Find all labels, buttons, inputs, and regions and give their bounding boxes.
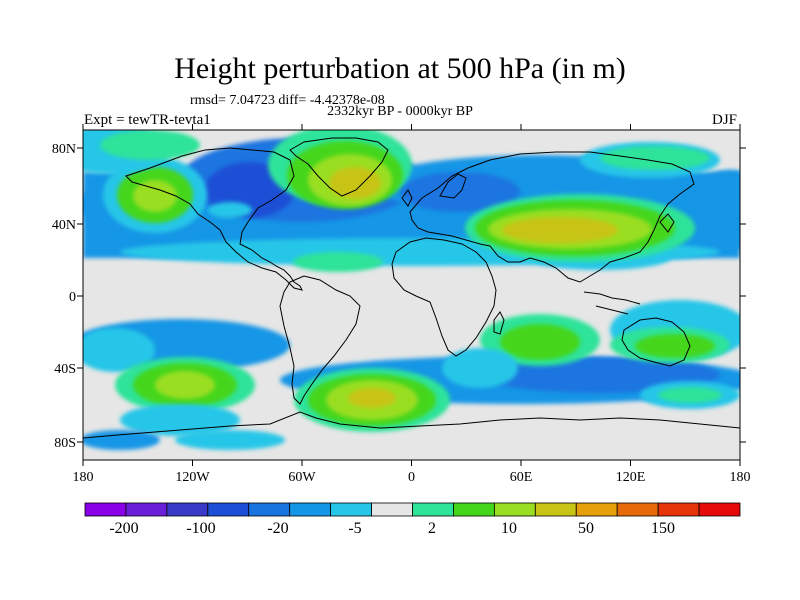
colorbar-label: 50 (578, 520, 594, 537)
coast-japan (659, 213, 675, 233)
lat-label: 40S (54, 362, 76, 377)
colorbar-swatch (207, 502, 250, 517)
colorbar-label: -100 (186, 520, 215, 537)
contour-blob (500, 324, 580, 360)
contour-blob (329, 167, 381, 199)
lon-label: 60E (510, 470, 533, 485)
contour-blob (100, 130, 200, 160)
colorbar-label: -20 (267, 520, 288, 537)
colorbar-label: 10 (501, 520, 517, 537)
colorbar-label: 150 (651, 520, 675, 537)
stats-line: rmsd= 7.04723 diff= -4.42378e-08 (190, 93, 385, 108)
colorbar-label: 2 (428, 520, 436, 537)
colorbar-swatch (330, 502, 372, 517)
lat-label: 0 (69, 290, 76, 305)
contour-blob (175, 430, 285, 450)
lon-label: 60W (288, 470, 316, 485)
colorbar-swatch (493, 502, 536, 517)
colorbar-swatch (575, 502, 618, 517)
colorbar-swatch (84, 502, 127, 517)
lon-label: 180 (73, 470, 94, 485)
axis-ticks (77, 124, 746, 466)
contour-blob (83, 328, 155, 372)
lat-label: 80N (52, 142, 76, 157)
coast-indonesia (583, 291, 641, 315)
colorbar-label: -5 (348, 520, 361, 537)
period-label: 2332kyr BP - 0000kyr BP (327, 104, 473, 119)
coast-north-america (125, 147, 303, 291)
colorbar-swatch (657, 502, 700, 517)
colorbar-swatch (698, 502, 741, 517)
coast-madagascar (493, 311, 505, 335)
contour-field (83, 130, 740, 460)
coast-europe-asia (409, 151, 695, 283)
lon-label: 0 (408, 470, 415, 485)
coast-antarctica (83, 411, 740, 439)
contour-blob (208, 202, 252, 218)
colorbar-label: -200 (109, 520, 138, 537)
contour-blob (690, 170, 740, 250)
contour-blob (133, 180, 177, 212)
coast-south-america (279, 275, 361, 405)
colorbar-swatch (616, 502, 659, 517)
chart-title: Height perturbation at 500 hPa (in m) (174, 52, 626, 85)
coast-greenland (289, 137, 389, 197)
contour-blob (658, 387, 722, 403)
coast-africa (391, 237, 497, 357)
contour-blob (442, 348, 518, 388)
coast-uk (401, 189, 413, 207)
lon-label: 120W (175, 470, 210, 485)
contour-blob (600, 146, 710, 170)
colorbar-swatch (166, 502, 209, 517)
colorbar-swatch (125, 502, 168, 517)
season-label: DJF (712, 112, 738, 128)
contour-blob (635, 334, 715, 358)
coastlines (83, 137, 740, 439)
colorbar-swatch (371, 502, 413, 517)
experiment-label: Expt = tewTR-tevta1 (84, 112, 211, 128)
contour-blob (83, 430, 160, 450)
colorbar-swatch (453, 502, 495, 517)
contour-blob (502, 217, 618, 243)
colorbar (84, 502, 741, 517)
colorbar-swatch (248, 502, 291, 517)
coast-australia (621, 317, 691, 367)
contour-blob (348, 388, 396, 408)
colorbar-swatch (289, 502, 332, 517)
coast-scandinavia (439, 173, 467, 199)
lon-label: 120E (616, 470, 646, 485)
colorbar-swatch (412, 502, 454, 517)
contour-blob (155, 371, 215, 399)
colorbar-swatch (534, 502, 577, 517)
lon-label: 180 (730, 470, 751, 485)
lat-label: 80S (54, 436, 76, 451)
contour-blob (293, 252, 383, 272)
lat-label: 40N (52, 218, 76, 233)
